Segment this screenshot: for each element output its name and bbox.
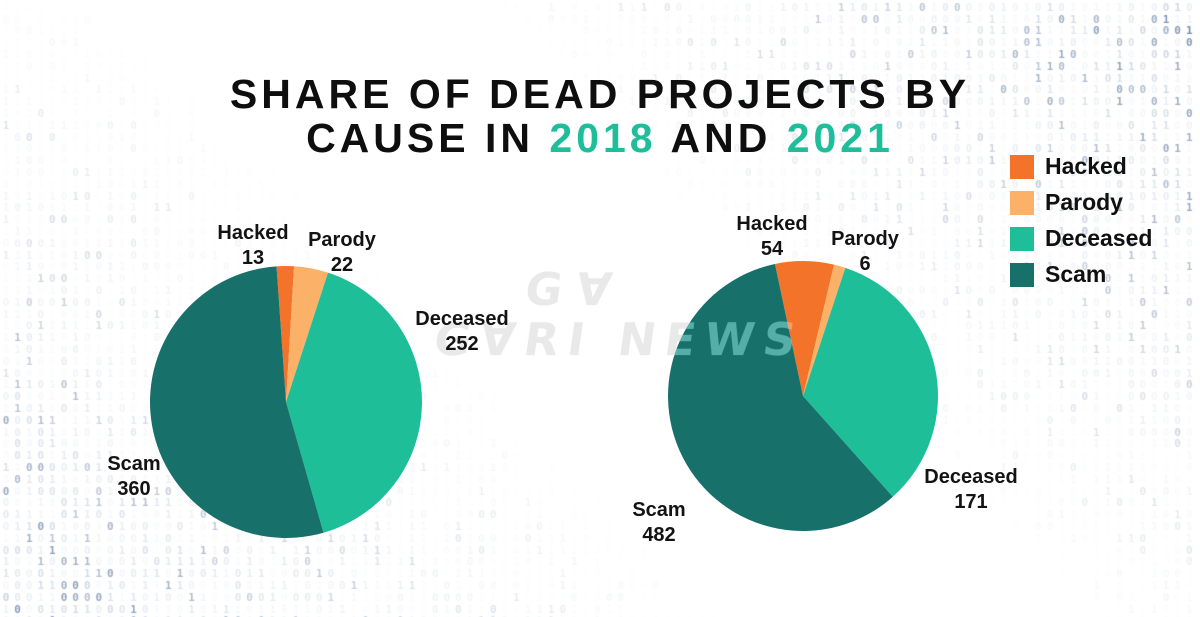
watermark-line2: G∀RI NEWS	[430, 313, 809, 366]
pie-slice-2018-hacked	[276, 265, 295, 402]
legend-label-deceased: Deceased	[1045, 225, 1153, 251]
legend-swatch-scam	[1010, 262, 1034, 287]
legend-label-scam: Scam	[1045, 261, 1107, 287]
pie-slice-2018-parody	[286, 266, 329, 402]
legend-item-deceased: Deceased	[1010, 225, 1152, 252]
title-line1: SHARE OF DEAD PROJECTS BY	[229, 71, 971, 117]
title-year-2018: 2018	[549, 115, 657, 161]
watermark-gagarin-news: G∀ G∀RI NEWS	[430, 263, 815, 366]
legend-swatch-parody	[1010, 190, 1034, 215]
chart-title: SHARE OF DEAD PROJECTS BY CAUSE IN 2018 A…	[0, 72, 1200, 160]
legend: Hacked Parody Deceased Scam	[1010, 153, 1152, 297]
watermark-line1: G∀	[521, 263, 630, 316]
title-line2-prefix: CAUSE IN	[306, 115, 550, 161]
legend-item-hacked: Hacked	[1010, 153, 1152, 180]
legend-item-scam: Scam	[1010, 261, 1152, 288]
legend-label-hacked: Hacked	[1045, 153, 1127, 179]
legend-swatch-deceased	[1010, 226, 1034, 251]
legend-label-parody: Parody	[1045, 189, 1123, 215]
pie-slice-2018-scam	[150, 266, 324, 538]
title-year-2021: 2021	[786, 115, 894, 161]
pie-slice-2021-scam	[668, 263, 893, 531]
pie-slice-2021-deceased	[803, 267, 939, 497]
legend-item-parody: Parody	[1010, 189, 1152, 216]
pie-slice-2021-hacked	[774, 260, 835, 396]
pie-slice-2018-deceased	[286, 272, 422, 533]
title-line2-and: AND	[656, 115, 787, 161]
pie-slice-2021-parody	[803, 264, 846, 396]
legend-swatch-hacked	[1010, 154, 1034, 179]
